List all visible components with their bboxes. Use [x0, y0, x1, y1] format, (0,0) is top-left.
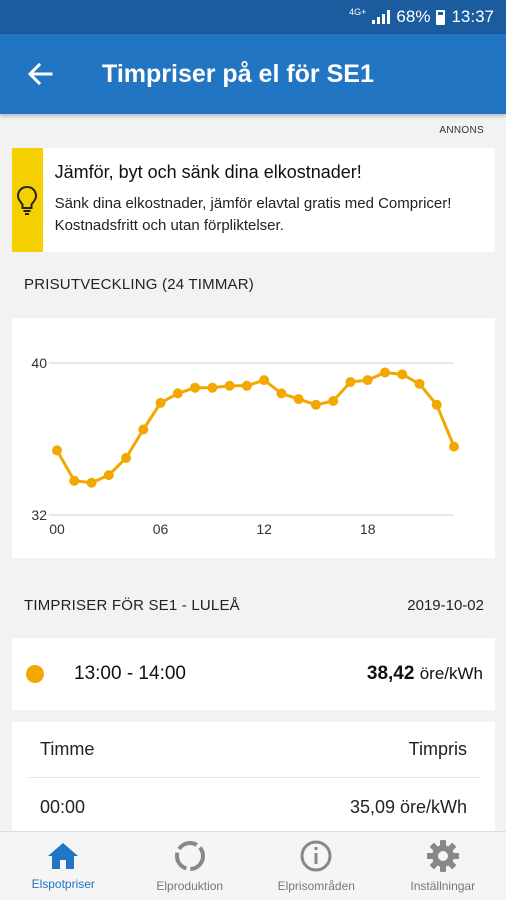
x-tick-label: 18: [360, 521, 376, 537]
status-bar: 4G+ 68% 13:37: [0, 0, 506, 34]
back-button[interactable]: [0, 34, 80, 114]
app-bar: Timpriser på el för SE1: [0, 34, 506, 114]
prices-heading: TIMPRISER FÖR SE1 - LULEÅ: [24, 597, 240, 614]
clock: 13:37: [451, 7, 494, 26]
column-price: Timpris: [408, 739, 467, 759]
info-icon: [300, 840, 332, 872]
column-hour: Timme: [40, 739, 95, 759]
gear-icon: [426, 840, 459, 872]
lightbulb-icon: [17, 185, 38, 215]
ad-label: ANNONS: [439, 125, 484, 136]
data-point: [241, 380, 252, 391]
bottom-navigation: Elspotpriser Elproduktion Elprisområden: [0, 831, 506, 900]
signal-icon: [372, 10, 391, 24]
hourly-price-table: Timme Timpris 00:00 35,09 öre/kWh: [12, 722, 495, 834]
data-point: [449, 441, 459, 452]
data-point: [224, 380, 235, 391]
nav-label: Elprisområden: [277, 879, 355, 893]
series-line: [55, 371, 456, 485]
data-point: [172, 388, 183, 399]
arrow-left-icon: [27, 63, 53, 85]
current-hour-range: 13:00 - 14:00: [74, 663, 186, 684]
y-tick-label: 32: [31, 507, 47, 523]
x-tick-label: 00: [49, 521, 65, 537]
table-header: Timme Timpris: [28, 722, 479, 778]
data-point: [345, 377, 356, 387]
data-point: [431, 399, 442, 410]
battery-percent: 68%: [396, 7, 431, 26]
data-point: [52, 445, 62, 456]
data-point: [69, 475, 80, 486]
data-point: [207, 382, 218, 393]
data-point: [310, 399, 321, 410]
data-point: [259, 375, 270, 386]
x-tick-label: 06: [153, 521, 169, 537]
current-indicator-dot: [26, 665, 44, 683]
current-price-value: 38,42: [366, 663, 415, 684]
data-point: [362, 375, 373, 386]
data-point: [397, 369, 408, 380]
table-row[interactable]: 00:00 35,09 öre/kWh: [28, 779, 479, 834]
page-title: Timpriser på el för SE1: [102, 59, 374, 88]
ad-body: Sänk dina elkostnader, jämför elavtal gr…: [54, 195, 452, 234]
prices-date: 2019-10-02: [407, 597, 484, 614]
circle-progress-icon: [174, 841, 205, 871]
y-tick-label: 40: [31, 355, 47, 371]
data-point: [190, 382, 201, 393]
data-point: [121, 453, 132, 463]
row-hour: 00:00: [40, 796, 86, 817]
data-point: [86, 477, 97, 488]
nav-label: Elspotpriser: [31, 877, 95, 891]
current-price-card[interactable]: 13:00 - 14:00 38,42 öre/kWh: [12, 638, 495, 710]
chart-heading: PRISUTVECKLING (24 TIMMAR): [24, 276, 254, 293]
price-chart: 32 40 00 06 12 18: [31, 355, 459, 537]
data-point: [293, 394, 304, 405]
data-point: [103, 470, 114, 481]
x-tick-label: 12: [256, 521, 272, 537]
data-point: [414, 378, 425, 389]
data-point: [155, 397, 166, 408]
ad-banner[interactable]: Jämför, byt och sänk dina elkostnader! S…: [12, 148, 495, 252]
nav-label: Inställningar: [410, 879, 476, 893]
data-point: [328, 396, 339, 406]
price-chart-card: 32 40 00 06 12 18: [12, 318, 495, 558]
current-price-unit: öre/kWh: [419, 664, 483, 683]
nav-elproduktion[interactable]: Elproduktion: [127, 832, 254, 900]
nav-label: Elproduktion: [156, 879, 224, 893]
data-point: [138, 424, 149, 435]
ad-title: Jämför, byt och sänk dina elkostnader!: [54, 162, 362, 182]
data-point: [276, 388, 287, 399]
home-icon: [48, 843, 79, 869]
data-point: [379, 367, 390, 378]
nav-elprisomraden[interactable]: Elprisområden: [253, 832, 380, 900]
battery-icon: [436, 9, 446, 25]
row-price: 35,09 öre/kWh: [349, 796, 467, 817]
network-type: 4G+: [349, 7, 367, 17]
current-price: 38,42 öre/kWh: [367, 663, 483, 685]
nav-elspotpriser[interactable]: Elspotpriser: [0, 832, 127, 900]
ad-icon-strip: [12, 148, 43, 252]
nav-installningar[interactable]: Inställningar: [380, 832, 506, 900]
